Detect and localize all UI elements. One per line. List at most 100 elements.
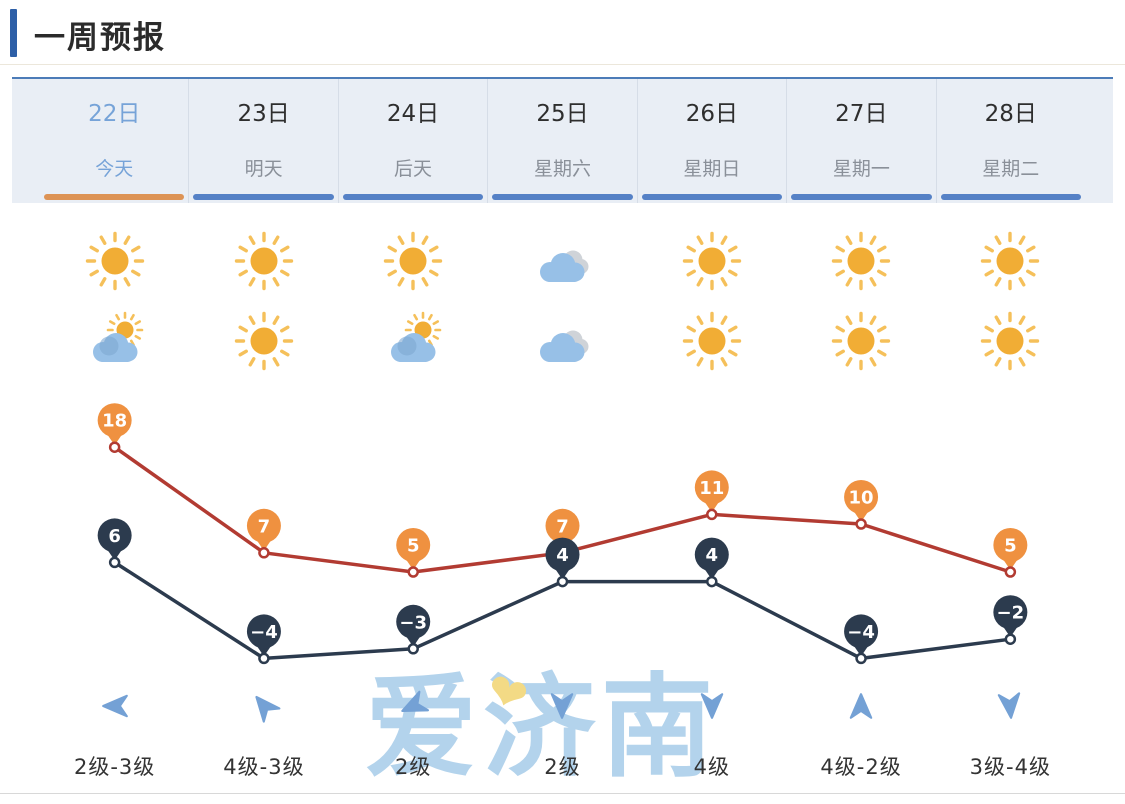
- tab-underline: [940, 194, 1081, 200]
- svg-text:−3: −3: [399, 612, 427, 633]
- tab-date: 25日: [536, 101, 589, 127]
- sunny-icon: [234, 311, 294, 371]
- low-temp-pin: 4: [545, 537, 580, 588]
- widget-header: 一周预报: [0, 0, 1125, 65]
- sunny-icon: [234, 231, 294, 291]
- wind-cell: 2级: [488, 683, 637, 793]
- weather-icon-cell: [936, 229, 1085, 391]
- partly-cloudy-icon: [391, 311, 442, 362]
- sunny-icon: [682, 231, 741, 291]
- tab-date: 28日: [984, 101, 1037, 127]
- wind-direction-icon: [100, 691, 130, 721]
- wind-cell: 4级-2级: [786, 683, 935, 793]
- bottom-divider: [0, 793, 1125, 794]
- day-tab-23日[interactable]: 23日 明天: [188, 79, 337, 203]
- tab-weekday: 后天: [394, 158, 433, 180]
- title-accent-bar: [10, 9, 17, 57]
- wind-level-label: 2级: [395, 755, 432, 779]
- weather-icon-cell: [189, 229, 338, 391]
- day-tab-24日[interactable]: 24日 后天: [337, 79, 487, 203]
- sunny-icon: [831, 311, 891, 371]
- high-temp-pin: 18: [97, 403, 132, 453]
- wind-direction-icon: [846, 691, 876, 721]
- temperature-chart-area: 18 7 5 7 11 10 5 6 −4 −3 4 4 −4 −2: [0, 391, 1125, 683]
- day-tab-26日[interactable]: 26日 星期日: [636, 79, 786, 203]
- low-temp-pin: 6: [97, 518, 132, 569]
- wind-cell: 4级: [637, 683, 786, 793]
- day-tabs: 22日 今天 23日 明天 24日 后天 25日 星期六 26日 星期日 27日…: [12, 77, 1113, 203]
- tab-weekday: 星期二: [982, 158, 1040, 180]
- tab-underline: [492, 194, 633, 200]
- sunny-icon: [981, 311, 1040, 371]
- svg-text:−4: −4: [847, 622, 875, 643]
- wind-cell: 2级-3级: [40, 683, 189, 793]
- svg-text:11: 11: [699, 478, 724, 499]
- day-tab-22日[interactable]: 22日 今天: [40, 79, 188, 203]
- svg-text:−4: −4: [250, 622, 278, 643]
- wind-direction-icon: [547, 691, 577, 721]
- sunny-icon: [682, 311, 741, 371]
- wind-cell: 2级: [339, 683, 488, 793]
- weather-icon-cell: [40, 229, 189, 391]
- low-temp-pin: −2: [993, 595, 1028, 645]
- weather-icon-cell: [637, 229, 786, 391]
- sunny-icon: [384, 231, 443, 291]
- tab-weekday: 星期日: [683, 158, 741, 180]
- wind-level-label: 4级-2级: [820, 755, 902, 779]
- svg-text:7: 7: [556, 516, 569, 537]
- wind-level-label: 3级-4级: [969, 755, 1051, 779]
- tab-underline: [641, 194, 783, 200]
- day-tab-27日[interactable]: 27日 星期一: [786, 79, 935, 203]
- sunny-icon: [981, 231, 1040, 291]
- day-tab-28日[interactable]: 28日 星期二: [935, 79, 1085, 203]
- temperature-chart: 18 7 5 7 11 10 5 6 −4 −3 4 4 −4 −2: [97, 403, 1028, 665]
- high-temp-pin: 7: [246, 508, 281, 559]
- wind-cell: 4级-3级: [189, 683, 338, 793]
- svg-text:4: 4: [706, 545, 719, 566]
- wind-level-label: 2级-3级: [73, 755, 156, 779]
- svg-text:−2: −2: [997, 603, 1025, 624]
- svg-text:7: 7: [258, 516, 271, 537]
- weather-icon-cell: [786, 229, 935, 391]
- day-tab-25日[interactable]: 25日 星期六: [487, 79, 636, 203]
- page-title: 一周预报: [34, 20, 166, 56]
- tab-date: 27日: [835, 101, 888, 127]
- tab-date: 24日: [386, 101, 440, 127]
- cloudy-icon: [540, 250, 589, 282]
- wind-cell: 3级-4级: [936, 683, 1085, 793]
- weather-icon-cell: [488, 229, 637, 391]
- tab-date: 23日: [237, 101, 290, 127]
- tab-date: 26日: [685, 101, 739, 127]
- svg-text:18: 18: [102, 411, 127, 432]
- wind-direction-icon: [249, 691, 281, 723]
- cloudy-icon: [540, 330, 589, 362]
- low-temp-pin: −4: [246, 614, 281, 665]
- low-temp-pin: 4: [694, 537, 729, 588]
- wind-direction-icon: [398, 690, 430, 721]
- svg-text:6: 6: [108, 526, 121, 547]
- wind-direction-icon: [697, 691, 727, 721]
- tab-weekday: 今天: [95, 158, 134, 180]
- wind-row: 2级-3级 4级-3级 2级 2级 4级 4级-2级 3级-4级: [0, 683, 1125, 793]
- high-temp-pin: 11: [694, 470, 729, 521]
- sunny-icon: [831, 231, 891, 291]
- tab-underline: [44, 194, 185, 200]
- weather-icons-row: [0, 203, 1125, 391]
- weather-icon-cell: [339, 229, 488, 391]
- tab-underline: [342, 194, 484, 200]
- tab-date: 22日: [88, 101, 141, 127]
- svg-text:4: 4: [556, 545, 569, 566]
- high-temp-pin: 5: [993, 528, 1028, 578]
- tab-underline: [193, 194, 334, 200]
- wind-level-label: 4级: [693, 755, 730, 779]
- svg-text:5: 5: [1004, 536, 1017, 557]
- tab-weekday: 星期一: [832, 158, 890, 180]
- tab-weekday: 明天: [244, 158, 283, 180]
- tab-underline: [791, 194, 932, 200]
- wind-level-label: 2级: [544, 755, 581, 779]
- svg-text:10: 10: [849, 488, 874, 509]
- low-temp-pin: −4: [844, 614, 879, 665]
- sunny-icon: [85, 231, 144, 291]
- low-temp-pin: −3: [396, 604, 431, 655]
